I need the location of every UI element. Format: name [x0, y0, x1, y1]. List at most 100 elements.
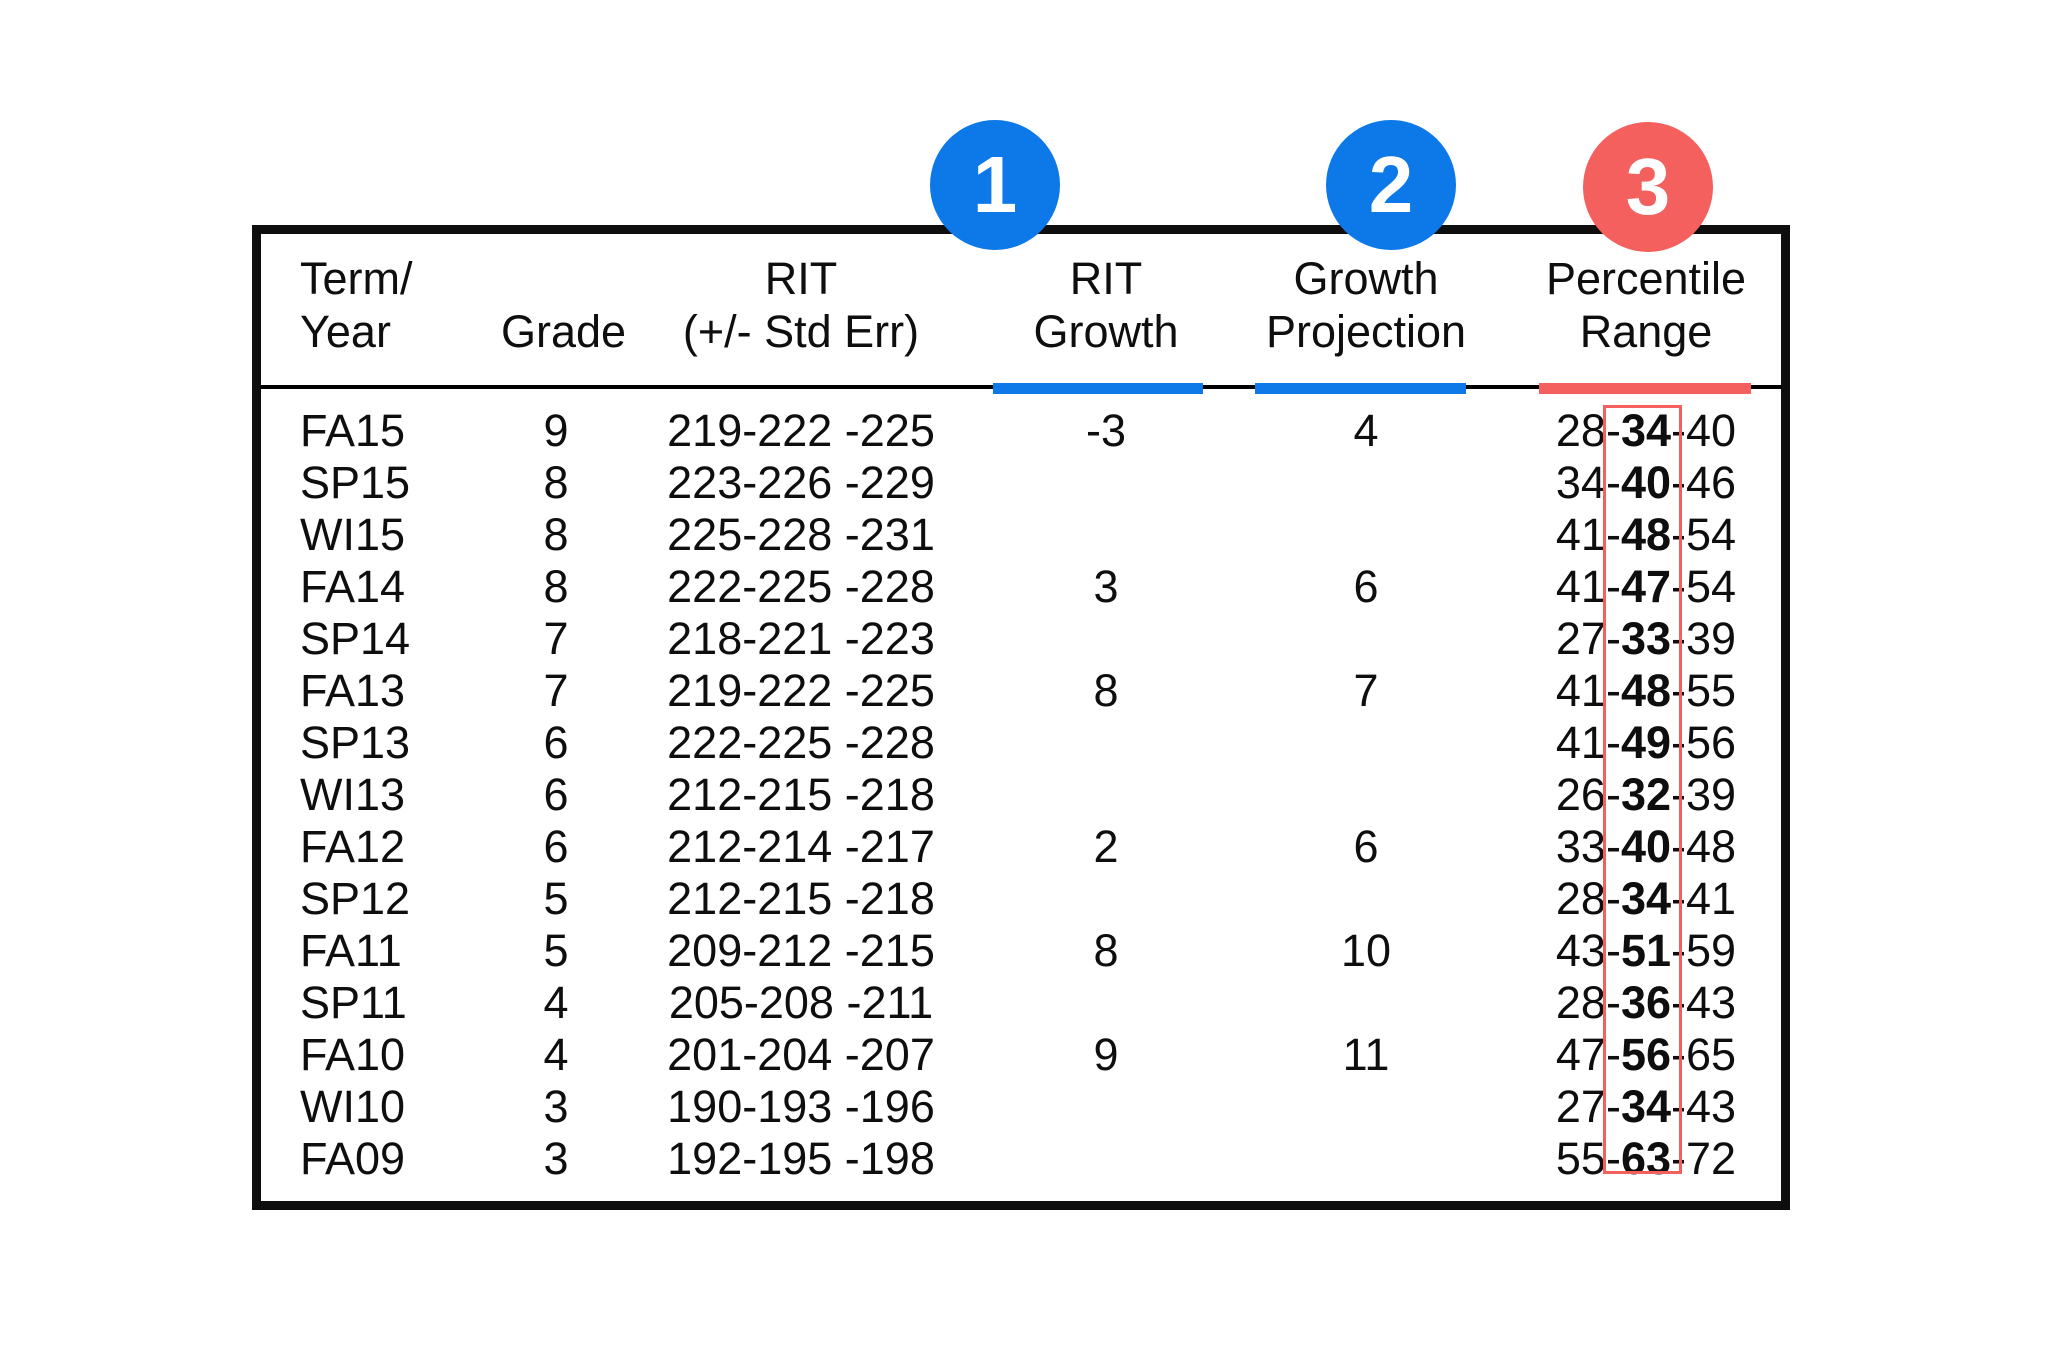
percentile-high: 59	[1686, 925, 1737, 976]
percentile-low: 47	[1555, 1029, 1606, 1080]
grade-cell: 4	[543, 1029, 569, 1080]
term-year-cell: FA12	[300, 821, 406, 872]
callout-badge-3: 3	[1583, 122, 1713, 252]
table-row: FA10 4 201-204 -207 9 11 47-56-65	[261, 1029, 1781, 1081]
table-row: FA12 6 212-214 -217 2 6 33-40-48	[261, 821, 1781, 873]
percentile-mid: 34	[1620, 1081, 1672, 1132]
percentile-range-cell: 47-56-65	[1555, 1029, 1737, 1080]
percentile-high: 39	[1686, 613, 1737, 664]
percentile-low: 27	[1555, 1081, 1606, 1132]
growth-projection-cell: 10	[1340, 925, 1392, 976]
percentile-low: 43	[1555, 925, 1606, 976]
percentile-high: 72	[1686, 1133, 1737, 1184]
header-growth-projection: Growth Projection	[1265, 253, 1467, 357]
rit-std-err-cell: 201-204 -207	[667, 1029, 935, 1080]
percentile-range-cell: 33-40-48	[1555, 821, 1737, 872]
percentile-low: 28	[1555, 405, 1606, 456]
grade-cell: 5	[543, 925, 569, 976]
percentile-mid: 49	[1620, 717, 1672, 768]
percentile-low: 41	[1555, 665, 1606, 716]
term-year-cell: FA11	[300, 925, 402, 976]
percentile-high: 46	[1686, 457, 1737, 508]
header-term-year: Term/ Year	[300, 253, 413, 357]
percentile-range-cell: 27-34-43	[1555, 1081, 1737, 1132]
rit-std-err-cell: 190-193 -196	[667, 1081, 935, 1132]
percentile-low: 41	[1555, 717, 1606, 768]
growth-projection-cell: 4	[1353, 405, 1379, 456]
percentile-high: 65	[1686, 1029, 1737, 1080]
term-year-cell: SP14	[300, 613, 411, 664]
percentile-mid: 63	[1620, 1133, 1672, 1184]
percentile-mid: 48	[1620, 665, 1672, 716]
rit-std-err-cell: 222-225 -228	[667, 717, 935, 768]
table-header-row: Term/ Year Grade RIT (+/- Std Err) RIT G…	[261, 252, 1781, 358]
growth-projection-cell: 6	[1353, 821, 1379, 872]
grade-cell: 8	[543, 509, 569, 560]
table-row: WI10 3 190-193 -196 27-34-43	[261, 1081, 1781, 1133]
callout-badge-1-number: 1	[972, 140, 1018, 229]
term-year-cell: SP12	[300, 873, 411, 924]
percentile-low: 34	[1555, 457, 1606, 508]
table-row: WI15 8 225-228 -231 41-48-54	[261, 509, 1781, 561]
percentile-high: 54	[1686, 561, 1737, 612]
term-year-cell: WI15	[300, 509, 406, 560]
table-row: FA11 5 209-212 -215 8 10 43-51-59	[261, 925, 1781, 977]
callout-badge-1: 1	[930, 120, 1060, 250]
percentile-range-cell: 34-40-46	[1555, 457, 1737, 508]
percentile-high: 41	[1686, 873, 1737, 924]
term-year-cell: SP13	[300, 717, 411, 768]
rit-std-err-cell: 212-215 -218	[667, 873, 935, 924]
percentile-range-cell: 26-32-39	[1555, 769, 1737, 820]
header-percentile-range: Percentile Range	[1545, 253, 1747, 357]
table-row: SP12 5 212-215 -218 28-34-41	[261, 873, 1781, 925]
rit-growth-cell: 8	[1093, 665, 1119, 716]
grade-cell: 5	[543, 873, 569, 924]
percentile-range-cell: 28-36-43	[1555, 977, 1737, 1028]
grade-cell: 6	[543, 769, 569, 820]
grade-cell: 9	[543, 405, 569, 456]
growth-projection-cell: 7	[1353, 665, 1379, 716]
grade-cell: 6	[543, 717, 569, 768]
rit-std-err-cell: 222-225 -228	[667, 561, 935, 612]
table-row: SP14 7 218-221 -223 27-33-39	[261, 613, 1781, 665]
term-year-cell: FA13	[300, 665, 406, 716]
callout-badge-2: 2	[1326, 120, 1456, 250]
percentile-mid: 33	[1620, 613, 1672, 664]
rit-growth-cell: 9	[1093, 1029, 1119, 1080]
percentile-high: 43	[1686, 977, 1737, 1028]
percentile-range-red-underline	[1539, 383, 1751, 394]
rit-growth-blue-underline	[993, 383, 1203, 394]
table-row: SP11 4 205-208 -211 28-36-43	[261, 977, 1781, 1029]
growth-projection-blue-underline	[1255, 383, 1466, 394]
rit-growth-cell: 3	[1093, 561, 1119, 612]
rit-std-err-cell: 219-222 -225	[667, 405, 935, 456]
term-year-cell: WI10	[300, 1081, 406, 1132]
percentile-mid: 40	[1620, 821, 1672, 872]
rit-std-err-cell: 212-215 -218	[667, 769, 935, 820]
percentile-range-cell: 43-51-59	[1555, 925, 1737, 976]
rit-std-err-cell: 218-221 -223	[667, 613, 935, 664]
percentile-mid: 32	[1620, 769, 1672, 820]
rit-std-err-cell: 212-214 -217	[667, 821, 935, 872]
term-year-cell: FA09	[300, 1133, 406, 1184]
grade-cell: 6	[543, 821, 569, 872]
grade-cell: 8	[543, 561, 569, 612]
percentile-low: 41	[1555, 561, 1606, 612]
rit-std-err-cell: 223-226 -229	[667, 457, 935, 508]
rit-std-err-cell: 192-195 -198	[667, 1133, 935, 1184]
percentile-mid: 40	[1620, 457, 1672, 508]
percentile-high: 48	[1686, 821, 1737, 872]
term-year-cell: SP11	[300, 977, 407, 1028]
term-year-cell: SP15	[300, 457, 411, 508]
term-year-cell: FA14	[300, 561, 406, 612]
grade-cell: 4	[543, 977, 569, 1028]
percentile-range-cell: 41-47-54	[1555, 561, 1737, 612]
term-year-cell: WI13	[300, 769, 406, 820]
percentile-low: 41	[1555, 509, 1606, 560]
percentile-mid: 36	[1620, 977, 1672, 1028]
percentile-low: 55	[1555, 1133, 1606, 1184]
percentile-mid: 34	[1620, 405, 1672, 456]
rit-growth-cell: -3	[1085, 405, 1126, 456]
percentile-mid: 48	[1620, 509, 1672, 560]
